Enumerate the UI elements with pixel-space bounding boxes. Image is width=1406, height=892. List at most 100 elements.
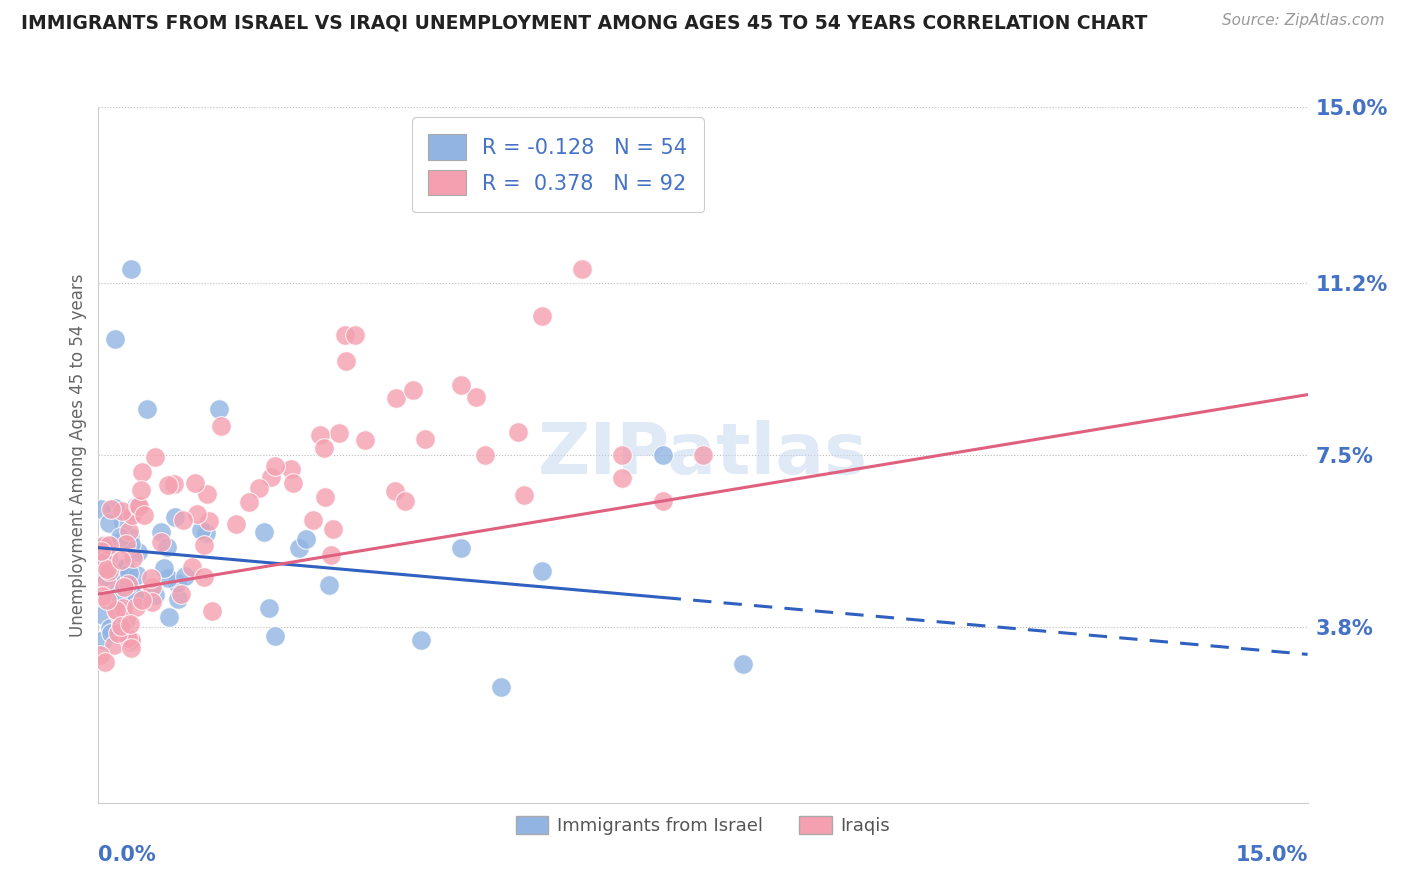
Point: [333, 328, 356, 343]
Point: [128, 499, 150, 513]
Point: [94, 554, 117, 568]
Point: [121, 508, 143, 523]
Point: [464, 390, 486, 404]
Point: [131, 465, 153, 479]
Point: [107, 626, 129, 640]
Point: [117, 574, 139, 588]
Point: [321, 548, 343, 562]
Point: [115, 560, 138, 574]
Point: [201, 604, 224, 618]
Point: [111, 503, 134, 517]
Point: [506, 425, 529, 439]
Point: [100, 502, 122, 516]
Point: [166, 575, 188, 590]
Point: [301, 513, 323, 527]
Text: 0.0%: 0.0%: [98, 845, 156, 864]
Point: [105, 602, 128, 616]
Point: [259, 601, 281, 615]
Point: [450, 378, 472, 392]
Point: [91, 589, 114, 603]
Point: [97, 516, 120, 531]
Point: [143, 588, 166, 602]
Point: [280, 462, 302, 476]
Point: [353, 434, 375, 448]
Point: [125, 499, 148, 513]
Point: [238, 495, 260, 509]
Point: [413, 432, 436, 446]
Point: [118, 566, 141, 580]
Point: [110, 530, 132, 544]
Point: [156, 477, 179, 491]
Point: [100, 626, 122, 640]
Point: [141, 580, 163, 594]
Point: [170, 586, 193, 600]
Point: [184, 475, 207, 490]
Point: [90, 543, 112, 558]
Point: [120, 634, 142, 648]
Point: [308, 428, 330, 442]
Point: [208, 401, 231, 416]
Point: [612, 471, 634, 485]
Point: [150, 535, 173, 549]
Point: [394, 494, 416, 508]
Point: [112, 601, 135, 615]
Point: [121, 632, 143, 647]
Point: [157, 571, 180, 585]
Point: [450, 541, 472, 555]
Point: [105, 605, 128, 619]
Point: [141, 595, 163, 609]
Point: [112, 516, 135, 530]
Point: [193, 538, 215, 552]
Point: [143, 450, 166, 464]
Point: [96, 593, 118, 607]
Point: [530, 564, 553, 578]
Point: [402, 384, 425, 398]
Point: [108, 534, 131, 549]
Point: [571, 262, 593, 277]
Point: [125, 567, 148, 582]
Point: [117, 576, 139, 591]
Text: Source: ZipAtlas.com: Source: ZipAtlas.com: [1222, 13, 1385, 29]
Point: [474, 448, 496, 462]
Point: [318, 578, 340, 592]
Point: [172, 514, 194, 528]
Point: [121, 508, 143, 522]
Point: [181, 560, 204, 574]
Point: [153, 561, 176, 575]
Point: [110, 615, 132, 630]
Point: [90, 502, 112, 516]
Point: [108, 575, 131, 590]
Point: [112, 580, 135, 594]
Point: [129, 483, 152, 497]
Point: [91, 540, 114, 554]
Point: [91, 608, 114, 623]
Point: [260, 469, 283, 483]
Point: [131, 593, 153, 607]
Point: [263, 629, 285, 643]
Point: [314, 490, 336, 504]
Point: [193, 570, 215, 584]
Point: [118, 524, 141, 538]
Point: [195, 525, 218, 540]
Point: [253, 524, 276, 539]
Point: [343, 328, 366, 343]
Point: [692, 448, 714, 462]
Point: [288, 541, 311, 555]
Point: [120, 616, 142, 631]
Text: IMMIGRANTS FROM ISRAEL VS IRAQI UNEMPLOYMENT AMONG AGES 45 TO 54 YEARS CORRELATI: IMMIGRANTS FROM ISRAEL VS IRAQI UNEMPLOY…: [21, 13, 1147, 32]
Point: [89, 648, 111, 662]
Point: [100, 621, 122, 635]
Text: 15.0%: 15.0%: [1236, 845, 1308, 864]
Point: [651, 448, 673, 462]
Point: [105, 574, 128, 589]
Point: [328, 426, 350, 441]
Point: [651, 494, 673, 508]
Point: [114, 537, 136, 551]
Point: [733, 657, 755, 671]
Point: [149, 525, 172, 540]
Point: [122, 550, 145, 565]
Point: [491, 680, 513, 694]
Text: ZIPatlas: ZIPatlas: [538, 420, 868, 490]
Point: [322, 522, 344, 536]
Point: [384, 483, 406, 498]
